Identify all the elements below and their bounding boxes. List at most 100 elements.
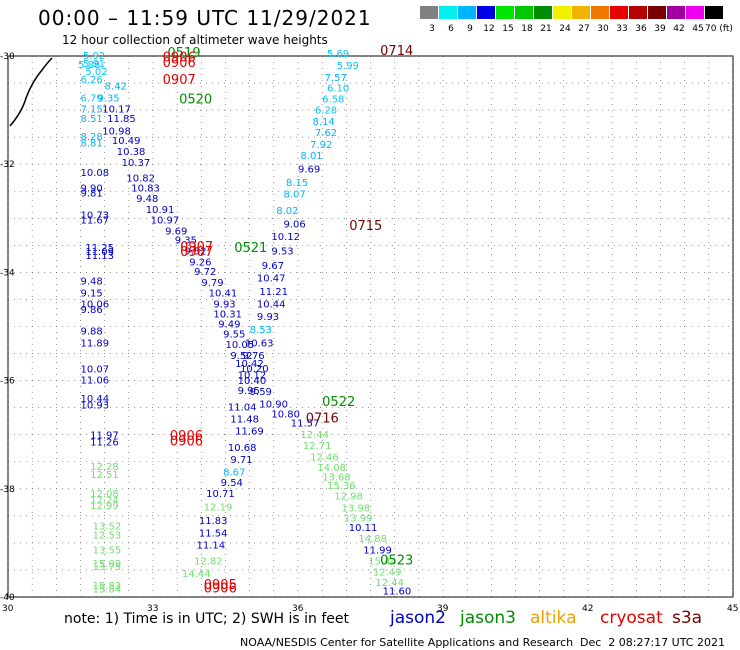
wave-height-label: 9.95	[238, 386, 260, 397]
wave-height-label: 9.86	[81, 305, 103, 316]
wave-height-label: 8.67	[223, 467, 245, 478]
wave-height-label: 9.49	[218, 320, 240, 331]
wave-height-label: 10.12	[271, 232, 300, 243]
scale-label: 3	[429, 24, 435, 34]
wave-height-label: 11.25	[85, 243, 114, 254]
wave-height-label: 13.75	[93, 562, 122, 573]
wave-height-label: 12.28	[90, 462, 119, 473]
wave-height-label: 7.62	[315, 128, 337, 139]
wave-height-label: 9.69	[298, 164, 320, 175]
wave-height-label: 7.57	[325, 73, 347, 84]
scale-swatch	[667, 6, 685, 19]
wave-height-label: 8.02	[276, 206, 298, 217]
wave-height-label: 9.55	[223, 329, 245, 340]
lat-label: -36	[0, 377, 15, 387]
wave-height-label: 8.07	[284, 190, 306, 201]
lon-label: 39	[437, 604, 449, 614]
wave-height-label: 11.97	[90, 430, 119, 441]
wave-height-label: 9.67	[262, 261, 284, 272]
scale-label: 6	[448, 24, 454, 34]
wave-height-label: 14.88	[358, 534, 387, 545]
wave-height-label: 6.10	[327, 84, 349, 95]
scale-label: 12	[483, 24, 495, 34]
wave-height-label: 11.13	[85, 251, 114, 262]
scale-swatch	[477, 6, 495, 19]
wave-height-label: 11.09	[85, 247, 114, 258]
wave-height-label: 13.52	[93, 521, 122, 532]
lat-label: -40	[0, 593, 15, 603]
wave-height-label: 10.80	[271, 409, 300, 420]
wave-height-label: 11.83	[199, 516, 228, 527]
scale-label: 24	[559, 24, 571, 34]
wave-height-label: 8.81	[81, 138, 103, 149]
wave-height-label: 12.71	[303, 441, 332, 452]
wave-height-label: 9.71	[230, 455, 252, 466]
wave-height-label: 9.53	[271, 247, 293, 258]
wave-height-label: 9.15	[81, 289, 103, 300]
pass-time-label: 0523	[380, 554, 413, 569]
wave-height-label: 10.08	[81, 168, 110, 179]
wave-height-label: 9.35	[97, 93, 119, 104]
lon-label: 33	[147, 604, 158, 614]
wave-height-label: 11.60	[383, 586, 412, 597]
pass-time-label: 0906	[163, 56, 196, 71]
scale-label: 42	[673, 24, 685, 34]
wave-height-label: 9.35	[175, 236, 197, 247]
wave-height-label: 10.07	[81, 364, 110, 375]
wave-height-label: 6.79	[81, 93, 103, 104]
wave-height-label: 13.98	[342, 504, 371, 515]
credit-text: NOAA/NESDIS Center for Satellite Applica…	[240, 636, 574, 649]
lat-label: -30	[0, 52, 15, 62]
wave-height-label: 15.44	[368, 557, 397, 568]
scale-swatch	[705, 6, 723, 19]
wave-height-label: 12.82	[194, 557, 223, 568]
scale-swatch	[610, 6, 628, 19]
wave-height-label: 9.54	[221, 478, 243, 489]
wave-height-label: 12.98	[334, 492, 363, 503]
wave-height-label: 10.40	[238, 376, 267, 387]
wave-height-label: 10.49	[112, 136, 141, 147]
wave-height-label: 8.15	[286, 178, 308, 189]
wave-height-label: 9.76	[242, 351, 264, 362]
wave-height-label: 15.84	[93, 585, 122, 596]
wave-height-label: 5.88	[78, 60, 100, 71]
lat-label: -32	[0, 160, 15, 170]
wave-height-label: 11.99	[363, 546, 392, 557]
wave-height-label: 9.79	[201, 278, 223, 289]
wave-height-label: 12.49	[373, 567, 402, 578]
pass-time-label: 0716	[306, 411, 339, 426]
wave-height-label: 13.68	[322, 473, 351, 484]
pass-time-label: 0906	[204, 582, 237, 597]
pass-time-label: 0522	[322, 395, 355, 410]
scale-swatch	[515, 6, 533, 19]
wave-height-label: 13.99	[344, 513, 373, 524]
scale-label: 15	[502, 24, 514, 34]
wave-height-label: 8.51	[81, 114, 103, 125]
wave-height-label: 5.92	[83, 51, 105, 62]
wave-height-label: 10.20	[240, 364, 269, 375]
wave-height-label: 5.69	[327, 49, 349, 60]
wave-height-label: 9.93	[213, 300, 235, 311]
wave-height-label: 10.82	[126, 174, 155, 185]
scale-label: 9	[467, 24, 473, 34]
wave-height-label: 11.85	[107, 114, 136, 125]
wave-height-label: 10.98	[102, 126, 131, 137]
wave-height-label: 10.38	[117, 147, 146, 158]
wave-height-label: 10.73	[81, 210, 110, 221]
scale-label: 33	[616, 24, 628, 34]
pass-time-label: 0520	[179, 93, 212, 108]
wave-height-label: 12.24	[90, 495, 119, 506]
wave-height-label: 10.71	[206, 489, 235, 500]
pass-time-label: 0907	[180, 245, 213, 260]
wave-height-label: 9.06	[284, 219, 306, 230]
wave-height-label: 11.67	[81, 216, 110, 227]
wave-height-label: 9.93	[257, 312, 279, 323]
wave-height-label: 10.41	[209, 289, 238, 300]
wave-height-label: 10.91	[146, 205, 175, 216]
wave-height-label: 15.36	[327, 481, 356, 492]
wave-height-label: 10.05	[226, 340, 255, 351]
legend-item-cryosat: cryosat	[600, 608, 663, 628]
wave-height-label: 7.15	[81, 104, 103, 115]
wave-height-label: 11.04	[228, 402, 257, 413]
